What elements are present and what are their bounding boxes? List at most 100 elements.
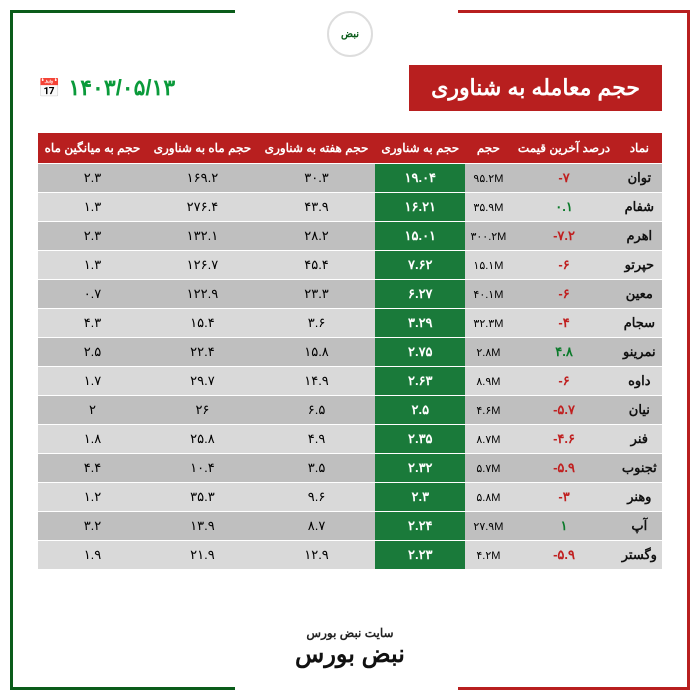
cell: ۸.۷M — [465, 425, 511, 454]
cell: ۰.۷ — [38, 280, 147, 309]
cell: ۲.۳۲ — [375, 454, 465, 483]
cell: وهنر — [617, 483, 662, 512]
cell: ۲.۵ — [375, 396, 465, 425]
cell: ۱.۸ — [38, 425, 147, 454]
cell: ۱.۲ — [38, 483, 147, 512]
cell: -۷ — [511, 164, 616, 193]
cell: ۲.۳۵ — [375, 425, 465, 454]
cell: ۴.۸ — [511, 338, 616, 367]
cell: ۲.۳ — [38, 164, 147, 193]
cell: ۶.۵ — [258, 396, 375, 425]
cell: ۲.۸M — [465, 338, 511, 367]
cell: ۲۳.۳ — [258, 280, 375, 309]
logo-top: نبض — [327, 11, 373, 57]
cell: اهرم — [617, 222, 662, 251]
col-header: حجم به میانگین ماه — [38, 133, 147, 164]
cell: ۱۵.۰۱ — [375, 222, 465, 251]
cell: ۲.۶۳ — [375, 367, 465, 396]
footer-label: سایت نبض بورس — [295, 626, 405, 640]
table-row: توان-۷۹۵.۲M۱۹.۰۴۳۰.۳۱۶۹.۲۲.۳ — [38, 164, 662, 193]
cell: ۳۵.۹M — [465, 193, 511, 222]
cell: ۴.۲M — [465, 541, 511, 570]
cell: ۱۰.۴ — [147, 454, 258, 483]
cell: ۸.۷ — [258, 512, 375, 541]
cell: -۴ — [511, 309, 616, 338]
table-row: وگستر-۵.۹۴.۲M۲.۲۳۱۲.۹۲۱.۹۱.۹ — [38, 541, 662, 570]
cell: ۱.۹ — [38, 541, 147, 570]
cell: توان — [617, 164, 662, 193]
col-header: حجم — [465, 133, 511, 164]
table-header: نماددرصد آخرین قیمتحجمحجم به شناوریحجم ه… — [38, 133, 662, 164]
table-row: آپ۱۲۷.۹M۲.۲۴۸.۷۱۳.۹۳.۲ — [38, 512, 662, 541]
cell: ۴.۴ — [38, 454, 147, 483]
cell: ۳۵.۳ — [147, 483, 258, 512]
cell: ۲۱.۹ — [147, 541, 258, 570]
cell: ۱۴.۹ — [258, 367, 375, 396]
data-table-wrap: نماددرصد آخرین قیمتحجمحجم به شناوریحجم ه… — [38, 133, 662, 569]
cell: داوه — [617, 367, 662, 396]
cell: ۴.۹ — [258, 425, 375, 454]
cell: ۲۶ — [147, 396, 258, 425]
footer: سایت نبض بورس نبض بورس — [295, 626, 405, 669]
cell: -۶ — [511, 251, 616, 280]
cell: ۳۰۰.۲M — [465, 222, 511, 251]
cell: ۲۹.۷ — [147, 367, 258, 396]
cell: ۱۵.۸ — [258, 338, 375, 367]
cell: وگستر — [617, 541, 662, 570]
cell: شفام — [617, 193, 662, 222]
col-header: حجم ماه به شناوری — [147, 133, 258, 164]
cell: ۱۲۲.۹ — [147, 280, 258, 309]
cell: ۱.۷ — [38, 367, 147, 396]
page-title: حجم معامله به شناوری — [409, 65, 662, 111]
table-row: وهنر-۳۵.۸M۲.۳۹.۶۳۵.۳۱.۲ — [38, 483, 662, 512]
cell: -۶ — [511, 280, 616, 309]
footer-logo: نبض بورس — [295, 640, 405, 669]
cell: ۸.۹M — [465, 367, 511, 396]
cell: ۱ — [511, 512, 616, 541]
table-row: نمرینو۴.۸۲.۸M۲.۷۵۱۵.۸۲۲.۴۲.۵ — [38, 338, 662, 367]
table-body: توان-۷۹۵.۲M۱۹.۰۴۳۰.۳۱۶۹.۲۲.۳شفام۰.۱۳۵.۹M… — [38, 164, 662, 570]
table-row: اهرم-۷.۲۳۰۰.۲M۱۵.۰۱۲۸.۲۱۳۲.۱۲.۳ — [38, 222, 662, 251]
table-row: داوه-۶۸.۹M۲.۶۳۱۴.۹۲۹.۷۱.۷ — [38, 367, 662, 396]
cell: -۵.۷ — [511, 396, 616, 425]
table-row: شفام۰.۱۳۵.۹M۱۶.۲۱۴۳.۹۲۷۶.۴۱.۳ — [38, 193, 662, 222]
col-header: درصد آخرین قیمت — [511, 133, 616, 164]
cell: ۴۵.۴ — [258, 251, 375, 280]
col-header: نماد — [617, 133, 662, 164]
cell: ۱۲.۹ — [258, 541, 375, 570]
date-text: ۱۴۰۳/۰۵/۱۳ — [68, 75, 175, 101]
cell: ۲۵.۸ — [147, 425, 258, 454]
cell: ۲۷۶.۴ — [147, 193, 258, 222]
table-row: حپرتو-۶۱۵.۱M۷.۶۲۴۵.۴۱۲۶.۷۱.۳ — [38, 251, 662, 280]
table-row: سجام-۴۳۲.۳M۳.۲۹۳.۶۱۵.۴۴.۳ — [38, 309, 662, 338]
cell: ۲۷.۹M — [465, 512, 511, 541]
table-row: معین-۶۴۰.۱M۶.۲۷۲۳.۳۱۲۲.۹۰.۷ — [38, 280, 662, 309]
cell: ۱.۳ — [38, 193, 147, 222]
cell: -۳ — [511, 483, 616, 512]
cell: ۲.۲۳ — [375, 541, 465, 570]
cell: ۹۵.۲M — [465, 164, 511, 193]
cell: ۳۲.۳M — [465, 309, 511, 338]
cell: ۱.۳ — [38, 251, 147, 280]
cell: ۲۲.۴ — [147, 338, 258, 367]
cell: ۲.۳ — [375, 483, 465, 512]
cell: ۵.۷M — [465, 454, 511, 483]
cell: نمرینو — [617, 338, 662, 367]
cell: ۴۳.۹ — [258, 193, 375, 222]
cell: ۱۶۹.۲ — [147, 164, 258, 193]
table-row: ثجنوب-۵.۹۵.۷M۲.۳۲۳.۵۱۰.۴۴.۴ — [38, 454, 662, 483]
cell: ۹.۶ — [258, 483, 375, 512]
cell: ۶.۲۷ — [375, 280, 465, 309]
cell: ۴۰.۱M — [465, 280, 511, 309]
cell: ۱۵.۱M — [465, 251, 511, 280]
cell: ۲۸.۲ — [258, 222, 375, 251]
cell: ۴.۳ — [38, 309, 147, 338]
date-box: ۱۴۰۳/۰۵/۱۳ 📅 — [38, 75, 175, 101]
cell: ۱۶.۲۱ — [375, 193, 465, 222]
col-header: حجم هفته به شناوری — [258, 133, 375, 164]
cell: ۴.۶M — [465, 396, 511, 425]
cell: ۳.۵ — [258, 454, 375, 483]
calendar-icon: 📅 — [38, 78, 60, 99]
cell: -۶ — [511, 367, 616, 396]
col-header: حجم به شناوری — [375, 133, 465, 164]
